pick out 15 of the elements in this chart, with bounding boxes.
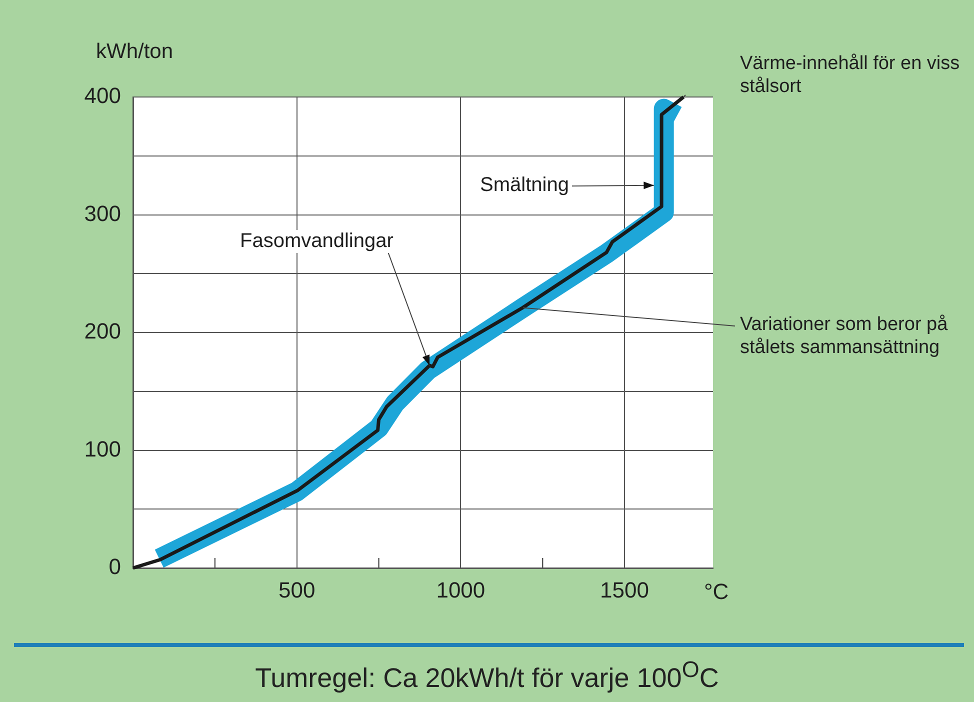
y-tick-label: 100 <box>84 436 121 462</box>
y-axis-title: kWh/ton <box>96 40 174 63</box>
y-tick-label: 300 <box>84 200 121 226</box>
y-tick-label: 0 <box>108 554 121 580</box>
x-axis-title: °C <box>704 579 729 604</box>
annotation: Smältning <box>480 174 570 197</box>
x-tick-label: 500 <box>278 577 316 602</box>
annotation: Värme-innehåll för en viss stålsort <box>740 52 960 98</box>
x-tick-label: 1500 <box>600 577 649 602</box>
y-tick-label: 400 <box>84 83 121 108</box>
annotation: Variationer som beror på stålets sammansättning <box>740 313 949 359</box>
y-tick-label: 200 <box>84 318 121 344</box>
annotation: Fasomvandlingar <box>240 230 394 253</box>
text: Tumregel: Ca 20kWh/t för varje 100$^{O}$C <box>254 657 720 694</box>
x-tick-label: 1000 <box>436 577 486 602</box>
